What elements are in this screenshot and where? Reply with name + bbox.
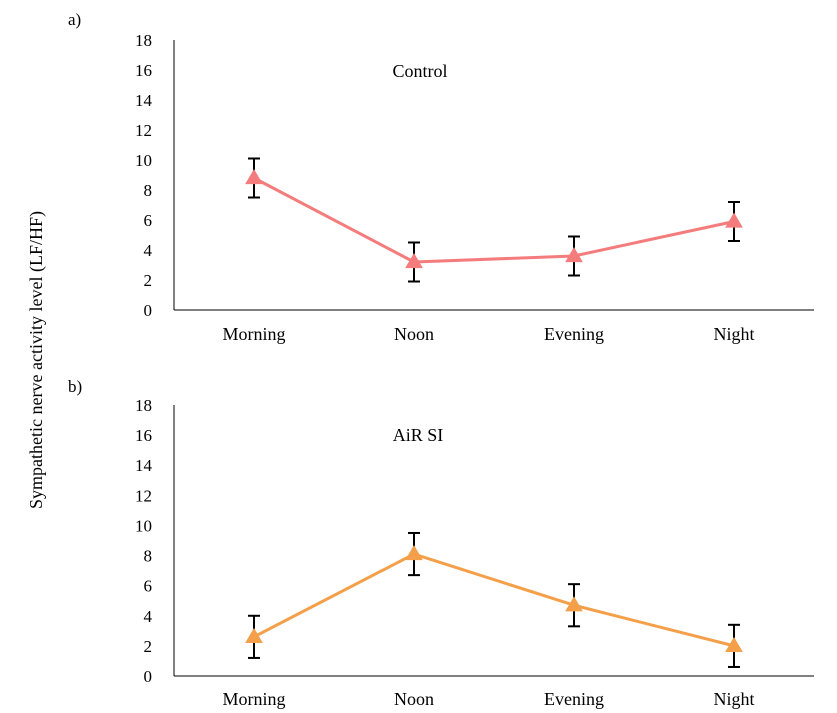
data-point-marker [245, 627, 263, 643]
y-tick-label: 4 [144, 607, 153, 626]
y-tick-label: 14 [135, 456, 153, 475]
data-point-marker [565, 247, 583, 263]
y-tick-label: 6 [144, 211, 153, 230]
y-tick-label: 4 [144, 241, 153, 260]
data-point-marker [245, 169, 263, 185]
x-category-label: Noon [394, 689, 434, 709]
y-tick-label: 6 [144, 577, 153, 596]
x-category-label: Noon [394, 324, 434, 344]
shared-y-axis-label: Sympathetic nerve activity level (LF/HF) [26, 211, 47, 509]
y-tick-label: 16 [135, 61, 152, 80]
y-tick-label: 8 [144, 547, 153, 566]
data-point-marker [565, 596, 583, 612]
y-tick-label: 12 [135, 486, 152, 505]
y-tick-label: 8 [144, 181, 153, 200]
x-category-label: Night [713, 324, 754, 344]
y-tick-label: 16 [135, 426, 152, 445]
x-category-label: Morning [223, 689, 286, 709]
y-tick-label: 14 [135, 91, 153, 110]
data-point-marker [405, 545, 423, 561]
y-tick-label: 18 [135, 31, 152, 50]
chart-title: AiR SI [393, 425, 444, 445]
chart-title: Control [392, 61, 447, 81]
chart-panel-a: a) Control 0 2 4 6 8 10 12 14 16 18 Morning Noon Eveni… [68, 10, 814, 344]
series-line [253, 176, 735, 264]
y-tick-label: 18 [135, 396, 152, 415]
x-category-label: Morning [223, 324, 286, 344]
y-tick-label: 10 [135, 151, 152, 170]
y-tick-label: 2 [144, 271, 153, 290]
series-line [253, 552, 735, 648]
panel-label: a) [68, 10, 81, 29]
y-tick-label: 2 [144, 637, 153, 656]
x-category-label: Evening [544, 324, 604, 344]
y-tick-label: 0 [144, 301, 153, 320]
y-tick-label: 12 [135, 121, 152, 140]
x-category-label: Night [713, 689, 754, 709]
chart-panel-b: b) AiR SI 0 2 4 6 8 10 12 14 16 18 Morning Noon Evenin… [68, 377, 814, 709]
y-tick-label: 10 [135, 516, 152, 535]
panel-label: b) [68, 377, 82, 396]
x-category-label: Evening [544, 689, 604, 709]
data-point-marker [405, 253, 423, 269]
y-tick-label: 0 [144, 667, 153, 686]
data-point-marker [725, 212, 743, 228]
data-point-marker [725, 636, 743, 652]
